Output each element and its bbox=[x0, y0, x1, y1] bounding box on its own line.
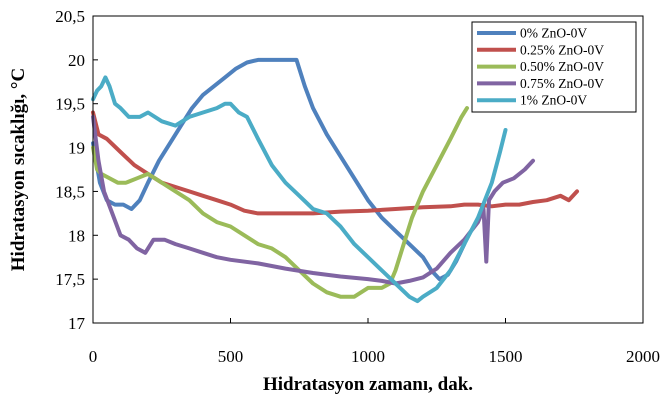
legend-label: 1% ZnO-0V bbox=[520, 93, 587, 108]
y-tick-label: 19,5 bbox=[55, 95, 85, 114]
y-tick-label: 18 bbox=[68, 226, 85, 245]
x-axis-title: Hidratasyon zamanı, dak. bbox=[263, 374, 473, 395]
series-line-4 bbox=[91, 114, 535, 286]
x-tick-label: 500 bbox=[218, 347, 244, 366]
y-tick-labels: 17 17,5 18 18,5 19 19,5 20 20,5 bbox=[55, 7, 98, 333]
plot-frame bbox=[92, 15, 644, 324]
legend: 0% ZnO-0V0.25% ZnO-0V 0.50% ZnO-0V 0.75% Z… bbox=[471, 21, 637, 113]
x-tick-label: 0 bbox=[89, 347, 98, 366]
legend-label: 0.50% ZnO-0V bbox=[520, 59, 604, 74]
series-line-1 bbox=[91, 57, 467, 282]
x-tick-label: 2000 bbox=[626, 347, 660, 366]
y-axis-title: Hidratasyon sıcaklığı, °C bbox=[8, 68, 29, 271]
x-tick-labels: 0 500 1000 1500 2000 bbox=[89, 318, 660, 366]
y-tick-label: 17,5 bbox=[55, 270, 85, 289]
y-tick-label: 20 bbox=[68, 51, 85, 70]
series-lines bbox=[91, 57, 579, 304]
y-tick-label: 18,5 bbox=[55, 182, 85, 201]
legend-label: 0.75% ZnO-0V bbox=[520, 76, 604, 91]
y-tick-label: 20,5 bbox=[55, 7, 85, 26]
series-line-3 bbox=[91, 106, 469, 299]
y-tick-label: 19 bbox=[68, 139, 85, 158]
legend-label: 0.25% ZnO-0V bbox=[520, 42, 604, 57]
legend-label: 0% ZnO-0V bbox=[520, 26, 587, 41]
x-tick-label: 1000 bbox=[351, 347, 385, 366]
series-line-2 bbox=[91, 110, 579, 216]
x-tick-label: 1500 bbox=[489, 347, 523, 366]
series-line-5 bbox=[91, 75, 508, 304]
y-tick-label: 17 bbox=[68, 314, 86, 333]
